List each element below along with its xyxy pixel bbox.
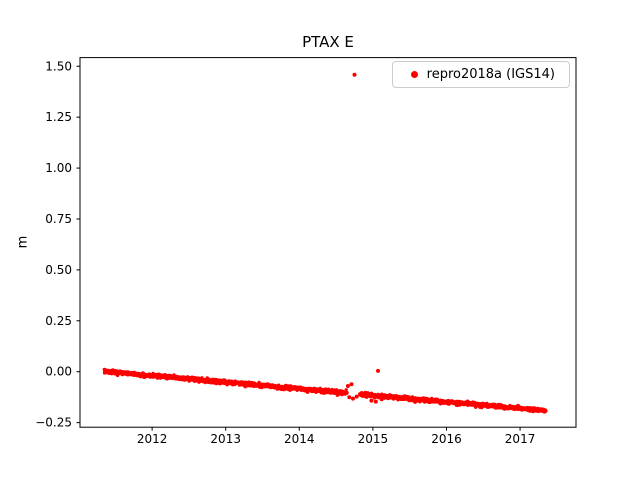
chart-title: PTAX E (302, 33, 354, 51)
axes-spines (79, 57, 577, 428)
data-point-outlier (376, 368, 380, 373)
x-tick-label: 2016 (431, 432, 462, 446)
x-tick-label: 2013 (210, 432, 241, 446)
legend: repro2018a (IGS14) (391, 61, 570, 88)
data-point-outlier (382, 395, 387, 400)
data-point (344, 388, 348, 392)
scatter-points (102, 72, 548, 414)
data-point-outlier (345, 384, 350, 388)
data-point-outlier (354, 394, 359, 399)
y-tick-label: 1.00 (45, 161, 72, 175)
data-point-outlier (347, 395, 352, 400)
data-point-outlier (379, 397, 384, 402)
x-tick-label: 2015 (358, 432, 389, 446)
y-tick-label: 1.50 (45, 59, 72, 73)
y-tick-label: 0.75 (45, 212, 72, 226)
legend-marker-dot (410, 71, 418, 78)
data-point-outlier (373, 399, 378, 404)
y-tick-label: 0.00 (45, 365, 72, 379)
data-point-outlier (369, 398, 374, 403)
data-point (544, 409, 548, 413)
y-tick-label: 0.50 (45, 263, 72, 277)
y-tick-label: −0.25 (35, 416, 72, 430)
y-tick-label: 1.25 (45, 110, 72, 124)
x-tick-label: 2014 (284, 432, 315, 446)
x-tick-label: 2012 (137, 432, 168, 446)
data-point-outlier (352, 72, 357, 77)
x-tick-label: 2017 (505, 432, 536, 446)
data-point-outlier (351, 396, 355, 401)
data-point (345, 390, 349, 395)
y-tick-label: 0.25 (45, 314, 72, 328)
legend-label: repro2018a (IGS14) (426, 67, 555, 82)
data-point-outlier (349, 382, 354, 387)
